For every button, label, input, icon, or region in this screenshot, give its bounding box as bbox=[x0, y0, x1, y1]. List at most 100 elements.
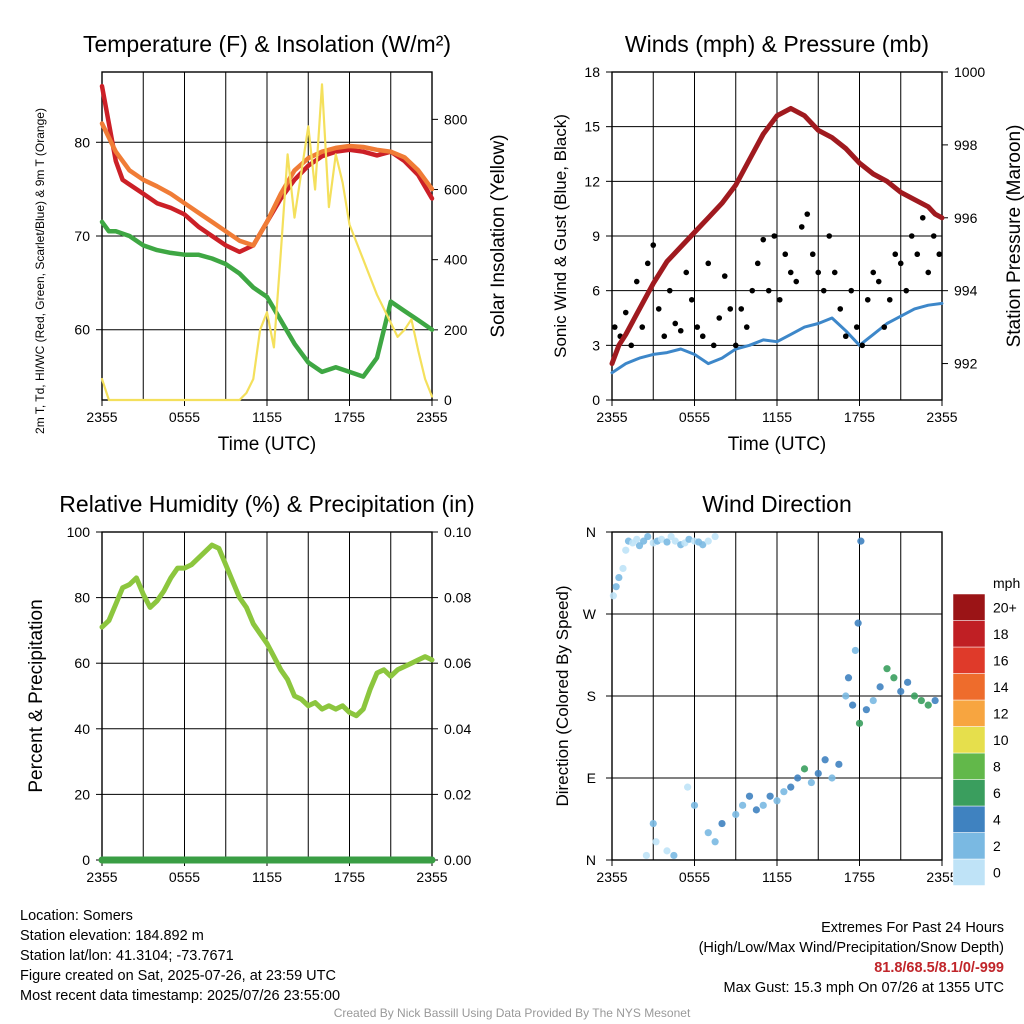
y2-tick-label: 1000 bbox=[954, 64, 985, 80]
colorbar-swatch bbox=[952, 805, 986, 833]
direction-point bbox=[855, 719, 864, 727]
direction-point bbox=[622, 546, 630, 554]
x-tick-label: 2355 bbox=[416, 869, 447, 885]
direction-point bbox=[704, 537, 712, 545]
y2-axis-label: Station Pressure (Maroon) bbox=[1004, 125, 1024, 348]
y2-tick-label: 0.02 bbox=[444, 786, 471, 802]
gust-point bbox=[914, 251, 921, 258]
gust-point bbox=[831, 269, 838, 276]
y-tick-label: 0 bbox=[82, 852, 90, 868]
y-tick-label: 12 bbox=[584, 173, 600, 189]
colorbar-label: 14 bbox=[993, 679, 1009, 695]
max-gust: Max Gust: 15.3 mph On 07/26 at 1355 UTC bbox=[723, 980, 1004, 996]
gust-point bbox=[936, 251, 943, 258]
direction-point bbox=[615, 573, 623, 582]
gust-point bbox=[760, 236, 767, 243]
direction-point bbox=[612, 583, 620, 591]
direction-point bbox=[640, 537, 648, 545]
direction-point bbox=[633, 535, 641, 543]
direction-point bbox=[704, 829, 712, 837]
y-tick-label: 0 bbox=[592, 392, 600, 408]
direction-point bbox=[821, 756, 829, 764]
colorbar-swatch bbox=[952, 858, 986, 886]
direction-point bbox=[931, 696, 939, 705]
direction-point bbox=[842, 692, 850, 700]
direction-point bbox=[745, 792, 754, 800]
y2-tick-label: 0 bbox=[444, 392, 452, 408]
colorbar-swatch bbox=[952, 699, 986, 727]
chart-title: Wind Direction bbox=[702, 491, 852, 517]
gust-point bbox=[743, 324, 750, 330]
station-elevation: Station elevation: 184.892 m bbox=[20, 928, 204, 944]
credit-line: Created By Nick Bassill Using Data Provi… bbox=[333, 1006, 691, 1020]
gust-point bbox=[886, 296, 893, 303]
y2-axis-label: Solar Insolation (Yellow) bbox=[488, 134, 509, 337]
gust-point bbox=[749, 287, 756, 294]
x-tick-label: 2355 bbox=[86, 869, 117, 885]
y-tick-label: 60 bbox=[74, 322, 90, 338]
chart-title: Temperature (F) & Insolation (W/m²) bbox=[83, 31, 451, 57]
colorbar-swatch bbox=[952, 779, 986, 807]
colorbar-label: 12 bbox=[993, 705, 1009, 721]
gust-point bbox=[897, 260, 904, 267]
x-tick-label: 2355 bbox=[926, 409, 957, 425]
y-tick-label: 3 bbox=[592, 337, 600, 353]
gust-point bbox=[738, 306, 745, 312]
gust-point bbox=[683, 269, 690, 276]
gust-point bbox=[655, 306, 662, 312]
recent-timestamp: Most recent data timestamp: 2025/07/26 2… bbox=[20, 988, 341, 1004]
x-tick-label: 1755 bbox=[334, 869, 365, 885]
gust-point bbox=[925, 269, 932, 276]
direction-point bbox=[657, 535, 666, 543]
colorbar-label: 2 bbox=[993, 838, 1001, 854]
direction-point bbox=[711, 532, 719, 541]
series-t9m bbox=[99, 121, 435, 248]
gust-point bbox=[804, 211, 811, 217]
direction-point bbox=[857, 537, 865, 545]
y-tick-label: 6 bbox=[592, 283, 600, 299]
y2-tick-label: 800 bbox=[444, 111, 468, 127]
direction-point bbox=[828, 774, 836, 782]
direction-point bbox=[667, 532, 675, 541]
y2-tick-label: 998 bbox=[954, 137, 978, 153]
y-tick-label: 80 bbox=[74, 134, 90, 150]
panel-1: 2355 0555 1155 1755 2355 Temperature (F) & In… bbox=[33, 31, 509, 455]
gust-point bbox=[837, 306, 844, 312]
panel-4: 2355 0555 1155 1755 2355 Wind Direction N E S W N D… bbox=[553, 491, 1020, 886]
y2-tick-label: 996 bbox=[954, 210, 978, 226]
x-tick-label: 2355 bbox=[926, 869, 957, 885]
direction-point bbox=[635, 542, 644, 550]
y-axis-label: 2m T, Td, HI/WC (Red, Green, Scarlet/Blu… bbox=[33, 108, 47, 434]
chart-title: Relative Humidity (%) & Precipitation (i… bbox=[59, 491, 474, 517]
gust-point bbox=[908, 233, 915, 239]
chart-title: Winds (mph) & Pressure (mb) bbox=[625, 31, 929, 57]
series-rh bbox=[99, 542, 435, 719]
direction-point bbox=[854, 619, 862, 627]
y-tick-label: N bbox=[586, 852, 596, 868]
gust-point bbox=[903, 287, 910, 294]
colorbar-swatch bbox=[952, 832, 986, 860]
gust-point bbox=[875, 278, 882, 285]
series-insolation bbox=[100, 83, 434, 402]
gust-point bbox=[677, 327, 684, 334]
y2-tick-label: 400 bbox=[444, 252, 468, 268]
direction-point bbox=[787, 783, 795, 791]
x-tick-label: 2355 bbox=[416, 409, 447, 425]
gust-point bbox=[881, 324, 888, 330]
direction-point bbox=[780, 788, 788, 796]
extremes-values: 81.8/68.5/8.1/0/-999 bbox=[874, 960, 1004, 976]
gust-point bbox=[826, 233, 833, 239]
y2-tick-label: 994 bbox=[954, 283, 978, 299]
colorbar-swatch bbox=[952, 726, 986, 754]
colorbar-label: 18 bbox=[993, 626, 1009, 642]
gust-point bbox=[809, 251, 816, 258]
direction-point bbox=[807, 778, 815, 787]
y-tick-label: 9 bbox=[592, 228, 600, 244]
y-tick-label: N bbox=[586, 524, 596, 540]
y2-tick-label: 992 bbox=[954, 356, 978, 372]
gust-point bbox=[628, 342, 635, 349]
direction-point bbox=[924, 701, 932, 709]
direction-point bbox=[652, 838, 660, 846]
direction-point bbox=[904, 678, 912, 686]
direction-point bbox=[917, 696, 925, 705]
